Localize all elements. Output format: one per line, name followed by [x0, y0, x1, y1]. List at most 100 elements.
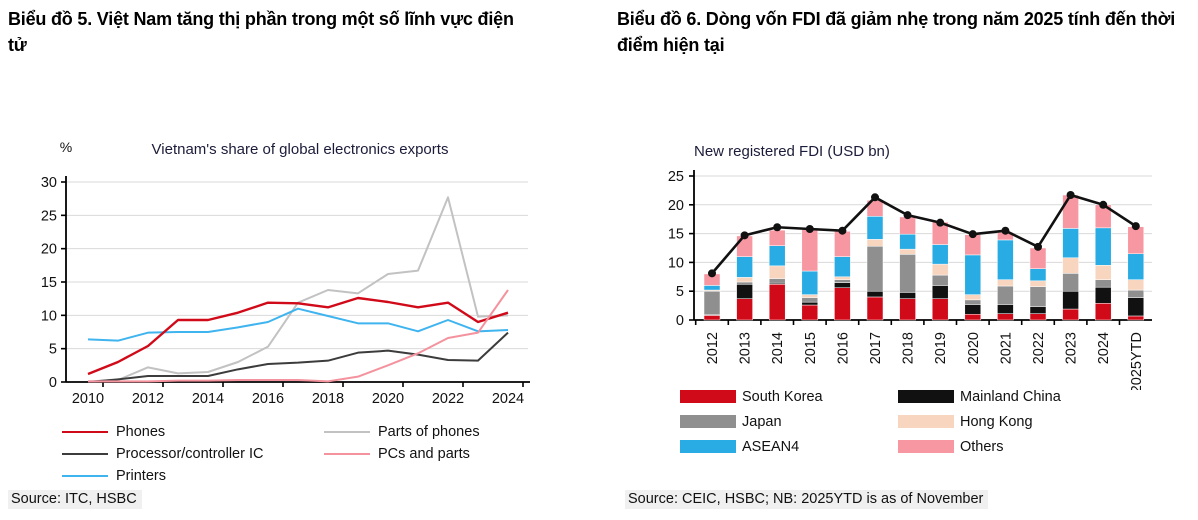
bar-segment-south-korea: [1094, 303, 1112, 321]
bar-segment-japan: [931, 274, 949, 286]
bar-segment-asean4: [736, 256, 753, 278]
bar-2021: [997, 232, 1014, 321]
total-fdi-marker: [773, 223, 782, 232]
y-tick-label: 20: [41, 242, 57, 258]
legend-swatch: [680, 415, 736, 428]
legend-label: South Korea: [742, 388, 823, 405]
x-tick-label: 2022: [1031, 332, 1047, 364]
legend-label: Others: [960, 438, 1004, 455]
y-tick-label: 25: [668, 169, 684, 185]
bar-segment-others: [768, 229, 786, 246]
legend-item-others: Others: [898, 434, 1116, 459]
legend-column: Parts of phones PCs and parts: [324, 421, 586, 487]
bar-segment-hong-kong: [1127, 279, 1145, 291]
bar-segment-hong-kong: [1062, 257, 1079, 274]
bar-segment-hong-kong: [1094, 265, 1112, 280]
bar-segment-others: [1029, 247, 1047, 269]
total-fdi-marker: [1131, 222, 1140, 231]
bar-segment-south-korea: [736, 298, 753, 321]
bar-2015: [801, 229, 819, 321]
bar-segment-mainland-china: [801, 301, 819, 306]
line-series-phones: [87, 296, 509, 376]
total-fdi-line: [711, 193, 1137, 275]
legend-label: Phones: [116, 424, 166, 440]
bar-segment-mainland-china: [931, 285, 949, 299]
legend-swatch: [680, 390, 736, 403]
bar-segment-hong-kong: [736, 277, 753, 283]
bar-segment-hong-kong: [931, 263, 949, 276]
bar-segment-others: [899, 216, 916, 235]
y-tick-label: 30: [41, 175, 57, 191]
total-fdi-marker: [1034, 242, 1042, 251]
chart5-source: Source: ITC, HSBC: [8, 490, 142, 509]
bar-segment-asean4: [1062, 228, 1079, 259]
chart6-title: New registered FDI (USD bn): [694, 143, 890, 160]
bar-2018: [899, 216, 916, 321]
total-fdi-marker: [1001, 226, 1010, 235]
bar-segment-south-korea: [931, 298, 949, 321]
x-tick-label: 2016: [835, 332, 851, 364]
legend-item-mainland-china: Mainland China: [898, 384, 1116, 409]
x-tick-label: 2023: [1064, 332, 1080, 364]
x-tick-label: 2019: [933, 332, 949, 364]
bar-segment-asean4: [1094, 227, 1112, 266]
bar-segment-japan: [834, 279, 851, 283]
x-tick-label: 2024: [1096, 332, 1112, 364]
x-tick-label: 2017: [868, 332, 884, 364]
x-tick-label: 2020: [372, 391, 404, 407]
y-tick-label: 15: [41, 275, 57, 291]
legend-line-marker: [324, 452, 370, 456]
bar-segment-hong-kong: [964, 294, 982, 301]
y-tick-label: 20: [668, 198, 684, 214]
bar-segment-south-korea: [801, 304, 819, 321]
bar-segment-mainland-china: [1029, 306, 1047, 314]
bar-2024: [1094, 204, 1112, 321]
x-tick-label: 2020: [966, 332, 982, 364]
bar-segment-others: [834, 231, 851, 257]
legend-item-phones: Phones: [62, 421, 324, 443]
bar-segment-mainland-china: [866, 290, 884, 298]
y-tick-label: 10: [41, 308, 57, 324]
x-tick-label: 2018: [901, 332, 917, 364]
legend-item-japan: Japan: [680, 409, 898, 434]
bar-segment-japan: [1094, 279, 1112, 288]
total-fdi-marker: [740, 231, 749, 240]
legend-line-marker: [62, 452, 108, 456]
line-series-pcs-and-parts: [88, 289, 509, 383]
x-tick-label: 2014: [192, 391, 224, 407]
bar-segment-asean4: [964, 254, 982, 295]
legend-swatch: [898, 440, 954, 453]
fdi-stacked-bar-chart: New registered FDI (USD bn) 0 5 10 15 20 25 201…: [668, 143, 1152, 390]
bar-segment-mainland-china: [1127, 297, 1145, 317]
bar-segment-asean4: [768, 245, 786, 267]
chart6-heading: Biểu đồ 6. Dòng vốn FDI đã giảm nhẹ tron…: [617, 9, 1176, 56]
bar-2022: [1029, 247, 1047, 321]
chart6-source: Source: CEIC, HSBC; NB: 2025YTD is as of…: [625, 490, 989, 509]
legend-swatch: [898, 415, 954, 428]
bar-segment-mainland-china: [899, 292, 916, 299]
legend-column: Phones Processor/controller IC Printers: [62, 421, 324, 487]
legend-swatch: [898, 390, 954, 403]
y-tick-label: 0: [676, 313, 684, 329]
bar-segment-asean4: [834, 256, 851, 278]
y-tick-label: 25: [41, 208, 57, 224]
bar-segment-japan: [899, 254, 916, 293]
bar-segment-mainland-china: [834, 282, 851, 288]
x-tick-label: 2010: [72, 391, 104, 407]
x-tick-label: 2025YTD: [1129, 332, 1145, 390]
x-tick-label: 2012: [705, 332, 721, 364]
legend-label: Japan: [742, 413, 782, 430]
bar-segment-mainland-china: [997, 304, 1014, 314]
bar-segment-asean4: [1029, 268, 1047, 282]
chart5-heading: Biểu đồ 5. Việt Nam tăng thị phần trong …: [8, 9, 514, 56]
total-fdi-marker: [968, 230, 977, 239]
y-tick-label: 5: [676, 284, 684, 300]
bar-2019: [931, 221, 949, 321]
bar-segment-hong-kong: [768, 265, 786, 279]
x-tick-label: 2012: [132, 391, 164, 407]
legend-label: PCs and parts: [378, 446, 470, 462]
x-tick-label: 2018: [312, 391, 344, 407]
legend-item-hong-kong: Hong Kong: [898, 409, 1116, 434]
bar-2025YTD: [1127, 226, 1145, 321]
